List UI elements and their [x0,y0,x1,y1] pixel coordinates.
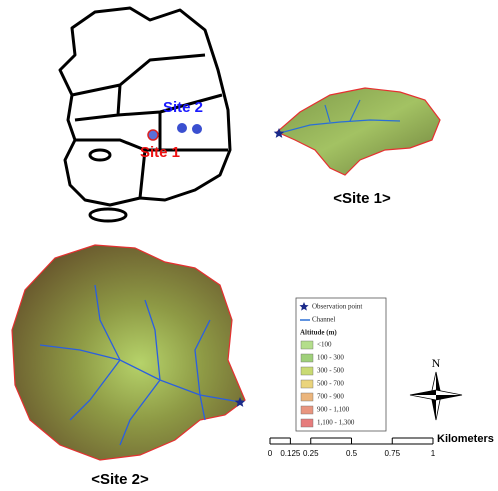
site-2-label: Site 2 [163,99,203,116]
province-borders [72,55,228,198]
legend-swatch [301,380,313,388]
site-2-marker [177,123,187,133]
legend-class-label: 100 - 300 [317,354,344,362]
north-arrow: N [410,356,462,420]
site-1-label: Site 1 [140,144,180,161]
north-label: N [432,356,441,370]
scale-tick-label: 0.125 [280,449,301,458]
scale-tick-label: 1 [431,449,436,458]
site-1-caption: <Site 1> [333,190,391,207]
scale-tick-label: 0.25 [303,449,319,458]
scale-tick-label: 0 [268,449,273,458]
korea-outline [60,8,230,205]
site-2-marker [192,124,202,134]
jeju-island [90,209,126,221]
site-2-watershed [12,245,245,460]
legend: Observation point Channel Altitude (m) <… [296,298,386,431]
figure: Site 2 Site 1 <Site 1> <Site 2> Observat… [0,0,498,491]
site-2-caption: <Site 2> [91,471,149,488]
legend-swatch [301,406,313,414]
site-1-marker [148,130,158,140]
legend-swatch [301,393,313,401]
legend-class-label: 1,100 - 1,300 [317,419,355,427]
legend-title: Altitude (m) [300,329,337,337]
legend-swatch [301,367,313,375]
scale-tick-label: 0.75 [384,449,400,458]
legend-swatch [301,419,313,427]
legend-class-label: 500 - 700 [317,380,344,388]
island [90,150,110,160]
legend-class-label: 900 - 1,100 [317,406,350,414]
scale-unit: Kilometers [437,433,494,445]
legend-class-label: 700 - 900 [317,393,344,401]
scale-tick-label: 0.5 [346,449,358,458]
korea-map [60,8,230,221]
legend-swatch [301,354,313,362]
legend-observation: Observation point [312,303,362,311]
legend-swatch [301,341,313,349]
legend-class-label: 300 - 500 [317,367,344,375]
legend-channel: Channel [312,316,335,324]
legend-class-label: <100 [317,341,332,349]
site-1-watershed [277,88,440,175]
